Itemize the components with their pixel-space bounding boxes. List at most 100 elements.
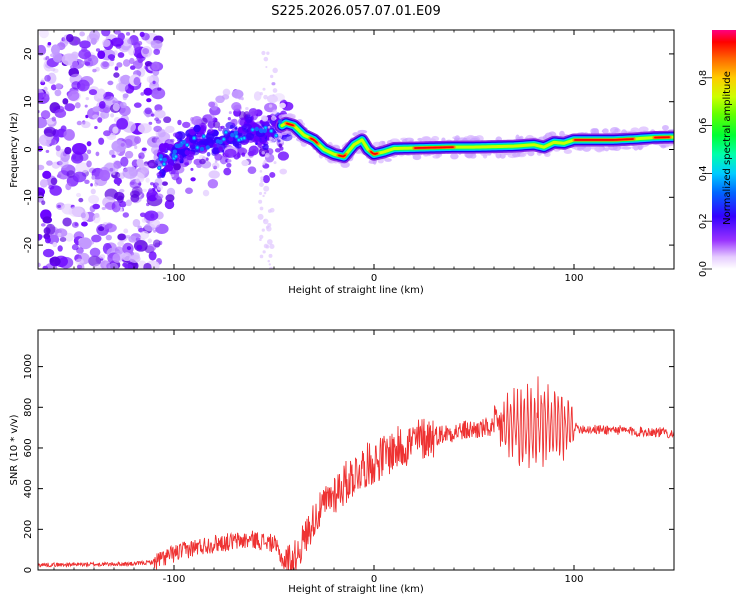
noise-blob [108,149,115,156]
halo-blob [450,153,459,160]
noise-blob [153,48,161,55]
noise-blob [140,230,150,240]
noise-blob [103,130,111,137]
streak-dot [272,67,278,74]
noise-blob [76,247,84,254]
transition-blob [253,91,262,101]
colorbar-ticks: 0.0 0.2 0.4 0.6 0.8 [698,70,712,277]
colorbar-tick-label: 0.6 [698,118,709,134]
noise-blob [79,31,86,37]
transition-blob [190,177,196,182]
halo-blob [614,128,619,133]
noise-blob [122,212,130,218]
transition-blob [271,82,276,86]
noise-blob [92,106,100,112]
transition-blob [165,125,175,134]
noise-blob [67,90,80,101]
transition-blob [165,194,175,202]
noise-blob [72,171,87,183]
transition-blob [166,187,176,197]
noise-blob [125,199,132,207]
noise-blob [43,126,57,137]
noise-blob [97,50,106,60]
halo-blob [591,128,599,134]
streak-dot [263,219,266,222]
noise-blob [78,237,92,250]
noise-blob [113,30,121,35]
transition-blob [233,125,238,130]
transition-blob [208,101,216,108]
noise-blob [101,39,111,48]
noise-blob [144,210,159,221]
streak-dot [272,109,278,115]
transition-blob [173,163,181,171]
transition-blob [228,136,234,142]
ridge-dot-core [224,131,228,134]
noise-blob [92,203,101,210]
spectrogram-xtick-label: -100 [163,273,186,284]
noise-blob [141,218,147,223]
transition-blob [245,132,255,141]
noise-blob [90,188,96,195]
transition-blob [191,116,203,126]
noise-blob [124,150,134,159]
noise-blob [157,87,162,91]
noise-blob [54,89,62,97]
noise-blob [56,174,62,178]
transition-blob [214,159,218,163]
transition-blob [207,128,215,134]
transition-blob [214,153,223,161]
halo-blob [432,154,441,159]
streak-dot [267,125,271,129]
streak-dot [272,88,278,93]
noise-blob [107,80,114,86]
ridge-dot [205,145,211,150]
noise-blob [148,188,154,194]
noise-blob [59,157,69,169]
noise-blob [123,135,140,147]
halo-blob [377,158,384,164]
streak-dot [263,56,269,62]
ridge-dot [262,128,267,134]
streak-dot [261,144,264,147]
noise-blob [78,197,84,203]
noise-blob [146,75,154,83]
transition-blob [177,119,182,126]
noise-blob [111,140,127,153]
streak-dot [269,243,275,250]
noise-blob [108,262,119,269]
transition-blob [170,174,175,178]
ridge-hot-red [370,150,378,155]
noise-blob [88,89,98,96]
transition-blob [277,151,289,161]
figure-title: S225.2026.057.07.01.E09 [271,4,440,19]
spectrogram-ridge [157,116,674,170]
noise-blob [97,117,103,123]
snr-xlabel: Height of straight line (km) [288,584,424,595]
colorbar-label: Normalized spectral amplitude [722,71,733,225]
ridge-dot [230,132,235,138]
noise-blob [57,245,63,252]
noise-blob [150,87,166,100]
noise-blob [81,221,88,227]
transition-blob [184,162,189,166]
halo-blob [384,158,392,162]
halo-blob [603,128,609,134]
noise-blob [124,263,134,269]
noise-blob [133,41,141,51]
noise-blob [76,192,82,198]
transition-blob [222,88,231,96]
transition-blob [241,152,246,157]
transition-blob [227,159,232,163]
streak-dot [258,191,263,196]
noise-blob [155,119,162,124]
noise-blob [153,229,157,233]
noise-blob [59,237,67,243]
noise-blob [131,186,143,196]
ridge-dot-core [193,137,196,140]
ridge-dot [215,139,221,144]
spectrogram-ytick-label: 0 [23,146,34,152]
ridge-dot-core [275,134,278,137]
